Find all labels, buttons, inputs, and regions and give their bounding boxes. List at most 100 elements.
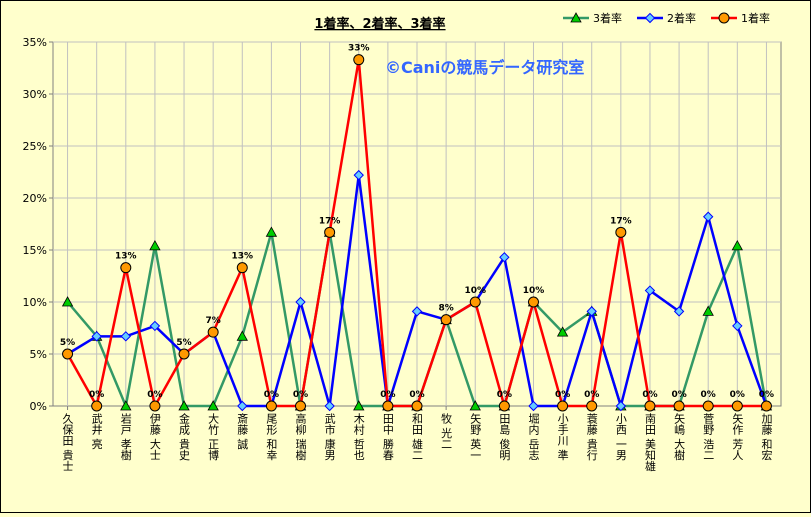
series-3rd-rate-marker [207, 400, 219, 411]
series-1st-rate-marker [120, 262, 132, 274]
data-label: 0% [264, 390, 279, 400]
series-1st-rate-marker [207, 326, 219, 338]
series-1st-rate-marker [324, 226, 336, 238]
x-tick-label: 矢作 芳人 [731, 412, 744, 461]
x-tick-label: 武市 康男 [323, 413, 336, 461]
series-1st-rate-marker [469, 296, 481, 308]
data-label: 33% [348, 44, 370, 54]
x-tick-label: 小手川 準 [556, 413, 569, 461]
x-tick-label: 伊藤 大士 [148, 413, 161, 461]
x-tick-label: 田島 俊明 [498, 413, 511, 461]
series-2nd-rate-marker [644, 285, 656, 296]
x-tick-label: 矢嶋 大樹 [673, 412, 686, 461]
series-2nd-rate-marker [586, 306, 597, 317]
series-3rd-rate-marker [469, 400, 481, 411]
y-tick-label: 10% [23, 296, 47, 309]
x-tick-label: 木村 哲也 [352, 413, 365, 461]
data-label: 17% [319, 216, 341, 226]
series-1st-rate-marker [62, 348, 74, 360]
series-1st-rate-marker [236, 262, 248, 274]
x-tick-label: 尾形 和幸 [265, 413, 278, 461]
series-3rd-rate-marker [353, 400, 365, 411]
data-label: 0% [759, 390, 774, 400]
series-1st-rate-marker [731, 400, 743, 412]
x-tick-label: 大竹 正博 [207, 412, 220, 461]
legend-item: 3着率 [563, 11, 622, 25]
series-1st-rate-marker [557, 400, 569, 412]
series-3rd-rate-marker [61, 296, 74, 307]
series-3rd-rate-marker [556, 326, 569, 337]
series-2nd-rate-marker [353, 169, 364, 181]
legend-series-1st-rate-marker [718, 12, 730, 24]
x-tick-label: 和田 雄二 [411, 413, 424, 461]
data-label: 8% [438, 304, 453, 314]
series-1st-rate-marker [586, 400, 598, 412]
y-tick-label: 30% [23, 88, 47, 101]
series-2nd-rate-marker [702, 211, 714, 222]
watermark-text: ©Caniの競馬データ研究室 [385, 58, 584, 77]
series-1st-rate-marker [295, 400, 307, 412]
x-tick-label: 南田 美知雄 [643, 413, 656, 472]
legend-item: 2着率 [637, 11, 696, 25]
data-label: 0% [730, 390, 745, 400]
data-label: 0% [555, 390, 570, 400]
series-1st-rate-marker [673, 400, 685, 412]
x-tick-label: 小西 一男 [614, 413, 627, 461]
series-2nd-rate-marker [120, 331, 132, 342]
series-3rd-rate-marker [149, 240, 161, 251]
legend-item: 1着率 [711, 11, 770, 25]
legend-label: 1着率 [741, 11, 770, 25]
series-3rd-rate-marker [265, 226, 278, 237]
y-axis-ticks: 0% 5% 10% 15% 20% 25% 30% 35% [23, 36, 53, 413]
series-1st-rate-marker [440, 314, 452, 326]
series-2nd-rate-marker [528, 400, 539, 412]
x-tick-label: 斎藤 誠 [236, 412, 249, 450]
data-label: 13% [232, 252, 254, 262]
series-2nd-rate-marker [149, 320, 161, 332]
series-3rd-rate-marker [702, 305, 714, 316]
series-3rd-rate-marker [120, 400, 132, 411]
series-1st-rate-marker [353, 54, 365, 66]
series-2nd-rate-marker [411, 306, 423, 317]
x-tick-label: 牧 光二 [440, 412, 453, 450]
y-tick-label: 20% [23, 192, 47, 205]
chart-title: 1着率、2着率、3着率 [314, 16, 445, 32]
series-3rd-rate-marker [731, 240, 743, 251]
x-tick-label: 金成 貴史 [178, 412, 191, 461]
x-tick-label: 加藤 和宏 [760, 413, 773, 461]
series-1st-rate-marker [382, 400, 394, 412]
data-label: 0% [147, 390, 162, 400]
data-label: 0% [89, 390, 104, 400]
series-1st-rate-marker [702, 400, 714, 412]
legend-series-2nd-rate-marker [644, 12, 656, 24]
data-label: 5% [176, 338, 191, 348]
series-2nd-rate-marker [91, 331, 102, 342]
data-label: 0% [671, 390, 686, 400]
series-2nd-rate-marker [324, 400, 335, 412]
series-1st-rate-marker [411, 400, 423, 412]
series-3rd-rate-marker [178, 400, 190, 411]
x-axis-ticks: 久保田 貴士 武井 亮 岩戸 孝樹 伊藤 大士 金成 貴史 大竹 正博 斎藤 誠 尾形 和幸 高… [61, 406, 773, 472]
series-1st-rate-marker [265, 400, 277, 412]
data-label: 17% [610, 216, 632, 226]
legend-label: 2着率 [667, 11, 696, 25]
series-2nd-rate-marker [237, 400, 248, 412]
x-tick-label: 堀内 岳志 [527, 413, 540, 461]
y-tick-label: 25% [23, 140, 47, 153]
series-3rd-rate-marker [236, 330, 248, 341]
data-label: 10% [523, 286, 545, 296]
series-1st-rate-marker [498, 400, 510, 412]
data-labels: 5% 0% 13% 0% 5% 7% 13% 0% 0% 17% 33% 0% 0% 8% 10% 0% 10%… [60, 44, 774, 400]
data-label: 5% [60, 338, 75, 348]
x-tick-label: 岩戸 孝樹 [119, 412, 132, 461]
x-tick-label: 高柳 瑞樹 [294, 412, 307, 461]
series-1st-rate-marker [644, 400, 656, 412]
series-1st-rate-marker [91, 400, 103, 412]
data-label: 0% [497, 390, 512, 400]
series-2nd-rate-marker [732, 320, 743, 332]
x-tick-label: 武井 亮 [90, 413, 103, 450]
data-label: 7% [206, 316, 221, 326]
x-tick-label: 久保田 貴士 [61, 413, 74, 472]
